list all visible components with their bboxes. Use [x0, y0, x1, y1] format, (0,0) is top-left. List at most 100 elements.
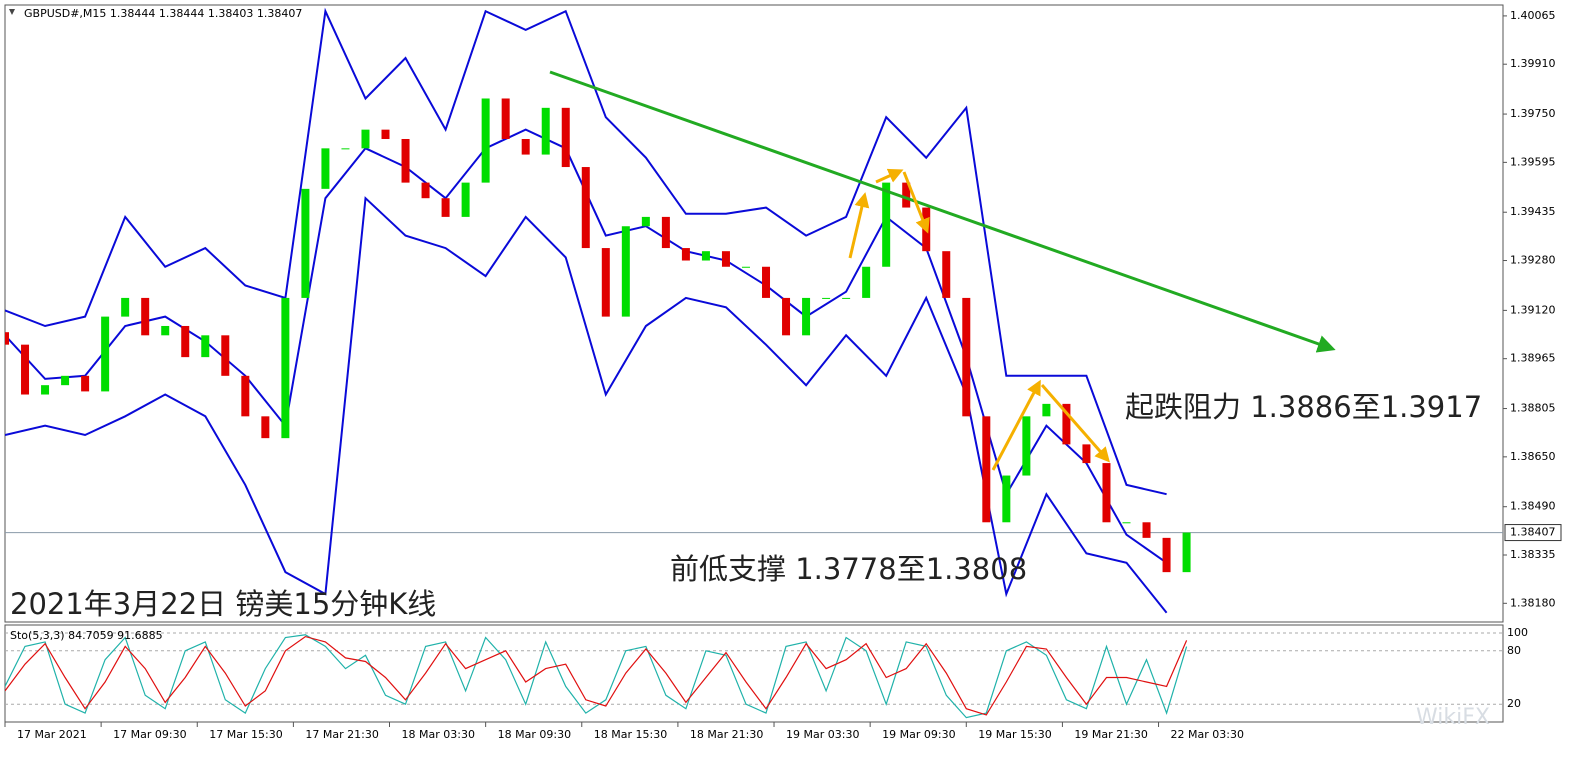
candle [882, 182, 891, 267]
y-tick-label: 1.39595 [1510, 155, 1556, 168]
watermark: WikiFX [1416, 705, 1490, 730]
candle [341, 148, 350, 150]
arrow [991, 379, 1041, 471]
candle [581, 167, 590, 249]
candle [61, 375, 70, 386]
candle [1102, 463, 1111, 523]
y-tick-label: 1.39120 [1510, 303, 1556, 316]
candle [321, 148, 330, 189]
x-tick-label: 18 Mar 03:30 [402, 728, 475, 741]
arrow [875, 168, 904, 184]
current-price-label: 1.38407 [1510, 526, 1556, 539]
x-tick-label: 17 Mar 2021 [17, 728, 87, 741]
trend-line [549, 70, 1336, 353]
indicator-title: Sto(5,3,3) 84.7059 91.6885 [10, 629, 163, 642]
candle [461, 182, 470, 217]
candle [21, 344, 30, 395]
x-tick-label: 17 Mar 21:30 [305, 728, 378, 741]
candle [161, 325, 170, 336]
candle [81, 375, 90, 392]
x-tick-label: 19 Mar 15:30 [978, 728, 1051, 741]
candle [5, 332, 9, 345]
candle [621, 226, 630, 317]
candle [121, 297, 130, 317]
y-tick-label: 1.40065 [1510, 9, 1556, 22]
candle [701, 251, 710, 261]
candle [822, 297, 831, 299]
x-tick-label: 18 Mar 09:30 [498, 728, 571, 741]
x-tick-label: 22 Mar 03:30 [1171, 728, 1244, 741]
y-tick-label: 1.39910 [1510, 57, 1556, 70]
candle [281, 297, 290, 439]
candle [201, 335, 210, 358]
candle [301, 188, 310, 298]
chart-title: GBPUSD#,M15 1.38444 1.38444 1.38403 1.38… [24, 7, 302, 20]
candle [1142, 522, 1151, 538]
arrow [902, 171, 930, 234]
candle [1022, 416, 1031, 476]
candle [1082, 444, 1091, 464]
arrow [1040, 384, 1110, 463]
band-upper [5, 7, 1167, 496]
y-tick-label: 1.38490 [1510, 500, 1556, 513]
y-tick-label: 1.38805 [1510, 402, 1556, 415]
candle [962, 297, 971, 417]
candle [221, 335, 230, 376]
candle [802, 297, 811, 336]
y-tick-label: 1.38965 [1510, 352, 1556, 365]
candle [241, 375, 250, 417]
y-tick-label: 1.39280 [1510, 254, 1556, 267]
y-tick-label: 1.38180 [1510, 596, 1556, 609]
candle [521, 138, 530, 155]
stochastic-line [5, 635, 1188, 716]
candle [1002, 475, 1011, 523]
candle [842, 297, 851, 299]
candle [481, 98, 490, 183]
main-panel [4, 4, 1504, 623]
main-plot [5, 7, 1503, 614]
candle [641, 216, 650, 227]
candle [902, 182, 911, 208]
y-tick-label: 1.39435 [1510, 205, 1556, 218]
y-tick-label: 20 [1507, 697, 1521, 710]
current-price-box [1504, 524, 1562, 542]
candle [1042, 403, 1051, 417]
y-tick-label: 80 [1507, 644, 1521, 657]
candle [561, 107, 570, 168]
candle [41, 385, 50, 395]
x-tick-label: 19 Mar 09:30 [882, 728, 955, 741]
candle [381, 129, 390, 139]
annotation: 前低支撑 1.3778至1.3808 [670, 552, 1027, 586]
title-icon [9, 9, 15, 15]
candle [181, 325, 190, 358]
y-tick-label: 1.38650 [1510, 450, 1556, 463]
y-tick-label: 1.39750 [1510, 107, 1556, 120]
candle [741, 266, 750, 268]
candle [601, 248, 610, 317]
candle [541, 107, 550, 155]
y-tick-label: 1.38335 [1510, 548, 1556, 561]
candle [101, 316, 110, 392]
candle [441, 198, 450, 217]
x-tick-label: 19 Mar 03:30 [786, 728, 859, 741]
candle [421, 182, 430, 199]
candle [922, 207, 931, 252]
candle [1122, 522, 1131, 524]
candle [1162, 537, 1171, 573]
x-tick-label: 19 Mar 21:30 [1074, 728, 1147, 741]
x-tick-label: 17 Mar 09:30 [113, 728, 186, 741]
arrow [848, 192, 870, 259]
candle [361, 129, 370, 149]
candle [721, 251, 730, 267]
candle [1062, 403, 1071, 445]
candle [782, 297, 791, 336]
x-tick-label: 18 Mar 15:30 [594, 728, 667, 741]
stochastic-panel [4, 624, 1504, 723]
candle [1182, 532, 1191, 573]
candle [942, 251, 951, 298]
candle [401, 138, 410, 183]
candle [681, 248, 690, 261]
annotation: 2021年3月22日 镑美15分钟K线 [10, 587, 436, 621]
annotations-layer [549, 70, 1336, 471]
